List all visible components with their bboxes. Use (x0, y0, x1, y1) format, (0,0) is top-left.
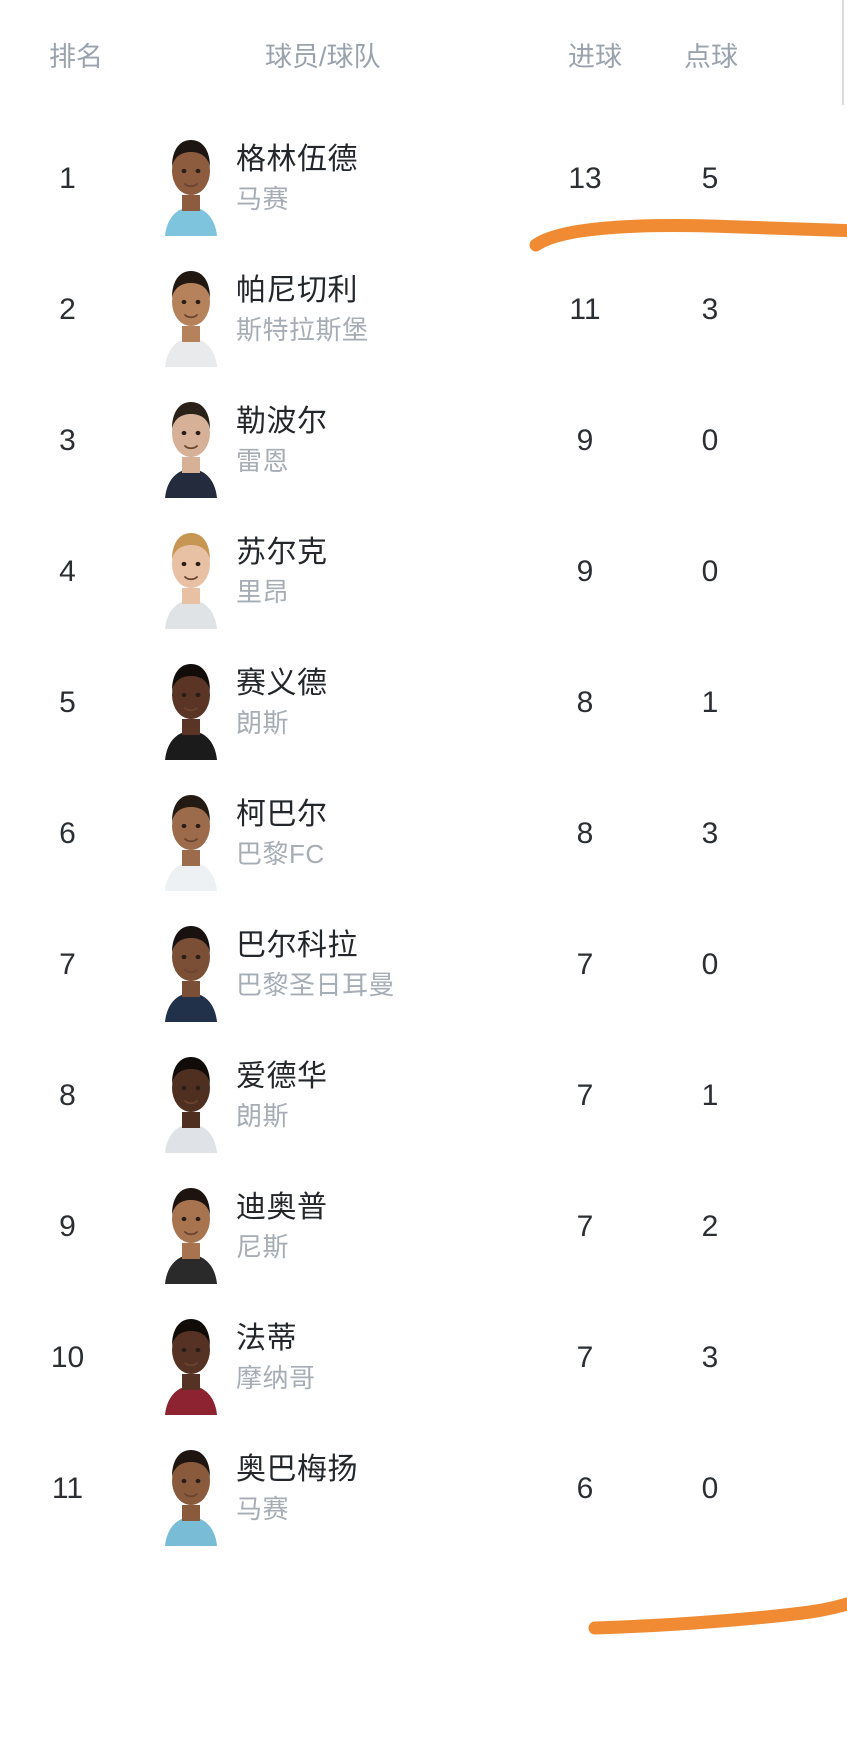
row-penalties: 0 (701, 554, 719, 588)
player-name: 帕尼切利 (236, 274, 358, 307)
row-penalties: 1 (701, 685, 719, 719)
table-row[interactable]: 6 柯巴尔 巴黎FC 8 3 (0, 768, 847, 899)
player-avatar (155, 776, 227, 891)
team-name: 朗斯 (236, 708, 290, 738)
row-rank: 11 (51, 1471, 84, 1505)
row-goals: 8 (576, 816, 594, 850)
player-name: 奥巴梅扬 (236, 1453, 358, 1486)
player-avatar (155, 645, 227, 760)
table-row[interactable]: 2 帕尼切利 斯特拉斯堡 11 3 (0, 244, 847, 375)
row-goals: 7 (576, 947, 594, 981)
row-rank: 7 (59, 947, 76, 981)
team-name: 马赛 (236, 184, 290, 214)
player-team-cell[interactable]: 勒波尔 雷恩 (236, 375, 328, 506)
table-row[interactable]: 9 迪奥普 尼斯 7 2 (0, 1161, 847, 1292)
table-row[interactable]: 10 法蒂 摩纳哥 7 3 (0, 1292, 847, 1423)
team-name: 朗斯 (236, 1101, 290, 1131)
row-penalties: 2 (701, 1209, 719, 1243)
player-avatar (155, 1300, 227, 1415)
player-name: 柯巴尔 (236, 798, 328, 831)
column-header-penalties: 点球 (684, 42, 738, 72)
row-penalties: 0 (701, 947, 719, 981)
column-header-player-team: 球员/球队 (265, 42, 381, 72)
row-rank: 6 (59, 816, 76, 850)
player-team-cell[interactable]: 苏尔克 里昂 (236, 506, 328, 637)
player-team-cell[interactable]: 巴尔科拉 巴黎圣日耳曼 (236, 899, 395, 1030)
player-avatar (155, 121, 227, 236)
row-goals: 11 (569, 292, 601, 326)
row-penalties: 5 (701, 161, 719, 195)
player-avatar (155, 1038, 227, 1153)
player-name: 法蒂 (236, 1322, 297, 1355)
player-avatar (155, 1169, 227, 1284)
player-avatar (155, 252, 227, 367)
column-header-goals: 进球 (568, 42, 622, 72)
row-goals: 7 (576, 1078, 594, 1112)
column-header-rank: 排名 (49, 42, 103, 72)
row-rank: 8 (59, 1078, 76, 1112)
row-goals: 9 (576, 423, 594, 457)
player-avatar (155, 907, 227, 1022)
table-header: 排名 球员/球队 进球 点球 (0, 0, 847, 113)
player-name: 苏尔克 (236, 536, 328, 569)
table-row[interactable]: 1 格林伍德 马赛 13 5 (0, 113, 847, 244)
player-team-cell[interactable]: 迪奥普 尼斯 (236, 1161, 328, 1292)
team-name: 摩纳哥 (236, 1363, 316, 1393)
player-name: 迪奥普 (236, 1191, 328, 1224)
row-goals: 9 (576, 554, 594, 588)
player-avatar (155, 514, 227, 629)
team-name: 斯特拉斯堡 (236, 315, 369, 345)
player-name: 赛义德 (236, 667, 328, 700)
row-penalties: 3 (701, 292, 719, 326)
team-name: 雷恩 (236, 446, 290, 476)
player-name: 勒波尔 (236, 405, 328, 438)
row-goals: 13 (568, 161, 602, 195)
team-name: 巴黎FC (236, 839, 325, 869)
header-divider (842, 0, 844, 105)
player-team-cell[interactable]: 柯巴尔 巴黎FC (236, 768, 328, 899)
player-team-cell[interactable]: 赛义德 朗斯 (236, 637, 328, 768)
row-goals: 7 (576, 1209, 594, 1243)
row-rank: 10 (50, 1340, 85, 1374)
row-penalties: 1 (701, 1078, 719, 1112)
row-goals: 7 (576, 1340, 594, 1374)
row-penalties: 0 (701, 1471, 719, 1505)
table-row[interactable]: 5 赛义德 朗斯 8 1 (0, 637, 847, 768)
row-penalties: 3 (701, 816, 719, 850)
team-name: 里昂 (236, 577, 290, 607)
row-rank: 5 (59, 685, 76, 719)
row-penalties: 0 (701, 423, 719, 457)
table-row[interactable]: 8 爱德华 朗斯 7 1 (0, 1030, 847, 1161)
player-avatar (155, 383, 227, 498)
row-rank: 3 (59, 423, 76, 457)
table-row[interactable]: 3 勒波尔 雷恩 9 0 (0, 375, 847, 506)
player-avatar (155, 1431, 227, 1546)
table-row[interactable]: 4 苏尔克 里昂 9 0 (0, 506, 847, 637)
team-name: 马赛 (236, 1494, 290, 1524)
team-name: 尼斯 (236, 1232, 290, 1262)
player-team-cell[interactable]: 帕尼切利 斯特拉斯堡 (236, 244, 369, 375)
player-team-cell[interactable]: 爱德华 朗斯 (236, 1030, 328, 1161)
row-rank: 1 (59, 161, 76, 195)
player-team-cell[interactable]: 法蒂 摩纳哥 (236, 1292, 316, 1423)
player-team-cell[interactable]: 格林伍德 马赛 (236, 113, 358, 244)
row-goals: 6 (576, 1471, 594, 1505)
table-row[interactable]: 11 奥巴梅扬 马赛 6 0 (0, 1423, 847, 1554)
row-penalties: 3 (701, 1340, 719, 1374)
row-rank: 4 (59, 554, 76, 588)
team-name: 巴黎圣日耳曼 (236, 970, 396, 1000)
player-name: 爱德华 (236, 1060, 328, 1093)
player-team-cell[interactable]: 奥巴梅扬 马赛 (236, 1423, 358, 1554)
player-name: 巴尔科拉 (236, 929, 358, 962)
row-rank: 2 (59, 292, 76, 326)
row-rank: 9 (59, 1209, 76, 1243)
table-row[interactable]: 7 巴尔科拉 巴黎圣日耳曼 7 0 (0, 899, 847, 1030)
row-goals: 8 (576, 685, 594, 719)
player-name: 格林伍德 (236, 143, 358, 176)
